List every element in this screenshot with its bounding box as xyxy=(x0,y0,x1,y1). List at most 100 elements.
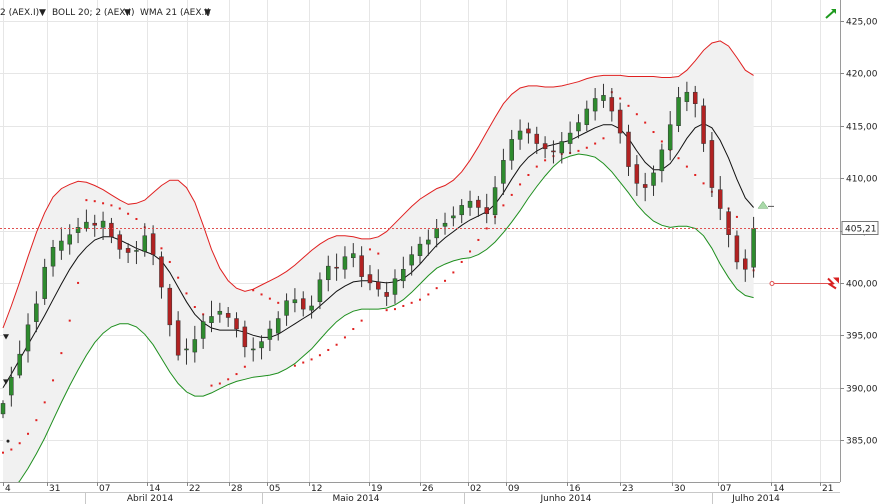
sar-dot xyxy=(177,276,180,279)
indicator-label-wma[interactable]: WMA 21 (AEX.I) xyxy=(140,8,211,18)
dropdown-chevron-icon[interactable]: ▼ xyxy=(39,8,46,18)
candle-body xyxy=(701,105,706,144)
candle xyxy=(384,281,389,306)
candle xyxy=(592,88,598,121)
candle-body xyxy=(317,279,323,303)
dropdown-chevron-icon[interactable]: ▼ xyxy=(204,8,211,18)
sar-dot xyxy=(477,238,480,241)
candle xyxy=(317,272,323,310)
candle-body xyxy=(492,187,498,216)
candle xyxy=(34,291,39,333)
month-label: Maio 2014 xyxy=(332,494,379,504)
candle-body xyxy=(384,292,389,297)
candle xyxy=(351,243,356,268)
signal-triangle xyxy=(757,200,769,209)
candle xyxy=(701,98,706,152)
sar-dot xyxy=(102,202,105,205)
sar-dot xyxy=(519,183,522,186)
candle-body xyxy=(417,243,423,256)
candle-body xyxy=(717,189,723,209)
candle xyxy=(267,320,273,352)
sar-dot xyxy=(410,301,413,304)
candle xyxy=(526,122,531,144)
sar-dot xyxy=(485,227,488,230)
candle-body xyxy=(392,278,398,295)
sar-dot xyxy=(327,348,330,351)
candle-body xyxy=(692,91,698,104)
candle-body xyxy=(250,348,256,351)
sar-dot xyxy=(577,149,580,152)
sar-dot xyxy=(235,373,238,376)
sar-dot xyxy=(510,193,513,196)
sar-dot xyxy=(127,212,130,215)
candle xyxy=(684,81,690,112)
event-marker xyxy=(3,334,9,340)
candle xyxy=(692,85,698,118)
trend-up-icon[interactable] xyxy=(825,9,836,19)
candle xyxy=(175,311,181,361)
candle-body xyxy=(576,122,581,132)
sar-dot xyxy=(677,157,680,160)
sar-dot xyxy=(10,448,13,451)
price-axis[interactable] xyxy=(840,0,880,504)
candle xyxy=(484,193,489,224)
sar-dot xyxy=(52,379,55,382)
candle-body xyxy=(167,287,173,326)
candle-body xyxy=(567,132,573,144)
dropdown-chevron-icon[interactable]: ▼ xyxy=(124,8,131,18)
sar-dot xyxy=(427,293,430,296)
candle-body xyxy=(100,220,106,228)
candle xyxy=(542,136,548,159)
sar-dot xyxy=(277,301,280,304)
candle-body xyxy=(67,234,72,245)
candle xyxy=(426,229,431,256)
indicator-label-bollinger[interactable]: BOLL 20; 2 (AEX.I) xyxy=(52,8,134,18)
candle-body xyxy=(401,269,406,282)
candle-body xyxy=(592,98,598,112)
sar-dot xyxy=(218,382,221,385)
candle xyxy=(84,209,89,232)
candle-body xyxy=(667,124,673,151)
candle xyxy=(9,366,14,407)
candle xyxy=(709,132,715,197)
candle xyxy=(417,236,423,265)
candle xyxy=(409,246,414,276)
candle xyxy=(509,129,514,170)
sar-dot xyxy=(535,165,538,168)
candle-body xyxy=(559,141,565,154)
event-marker xyxy=(3,379,9,385)
candle-body xyxy=(451,215,456,219)
candle-body xyxy=(275,318,281,334)
candle-body xyxy=(267,328,273,340)
sar-dot xyxy=(35,419,38,422)
candle-body xyxy=(509,139,514,161)
candle xyxy=(92,214,97,237)
sar-dot xyxy=(627,104,630,107)
time-tick-label: 28 xyxy=(231,484,243,494)
candle-body xyxy=(751,228,756,268)
candle xyxy=(476,195,481,217)
candle-body xyxy=(459,205,464,216)
candle xyxy=(167,283,173,337)
candle xyxy=(342,246,348,279)
candle-body xyxy=(409,254,414,266)
sar-dot xyxy=(360,319,363,322)
sar-dot xyxy=(460,260,463,263)
candle-body xyxy=(659,149,665,172)
sar-dot xyxy=(260,293,263,296)
candle-body xyxy=(125,248,131,253)
candle-body xyxy=(284,300,289,316)
sar-dot xyxy=(93,200,96,203)
indicator-label-sar[interactable]: 2 (AEX.I) xyxy=(0,8,39,18)
sar-dot xyxy=(268,297,271,300)
candle xyxy=(326,255,331,292)
candle xyxy=(651,165,656,196)
candle-body xyxy=(134,250,139,252)
sar-dot xyxy=(343,336,346,339)
candle xyxy=(459,199,464,224)
candle-body xyxy=(609,97,615,112)
time-tick-label: 02 xyxy=(470,484,481,494)
price-tick-label: 385,00 xyxy=(846,437,878,447)
